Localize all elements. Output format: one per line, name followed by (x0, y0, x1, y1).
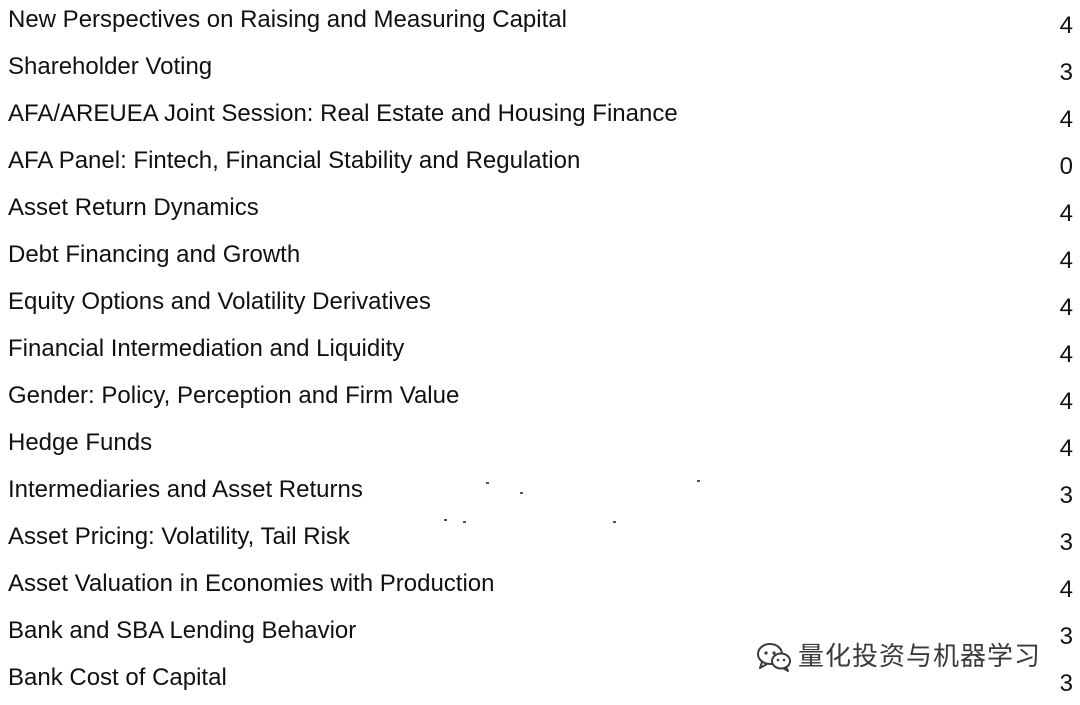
list-item: New Perspectives on Raising and Measurin… (0, 0, 1080, 47)
session-count: 3 (1059, 59, 1073, 86)
list-item: Bank Cost of Capital 3 (0, 658, 1080, 705)
list-item: AFA Panel: Fintech, Financial Stability … (0, 141, 1080, 188)
session-title: AFA Panel: Fintech, Financial Stability … (8, 147, 581, 174)
scan-speck (444, 519, 447, 521)
list-item: Shareholder Voting 3 (0, 47, 1080, 94)
session-count: 4 (1059, 576, 1073, 603)
session-count: 4 (1059, 341, 1073, 368)
session-count: 4 (1059, 12, 1073, 39)
list-item: Gender: Policy, Perception and Firm Valu… (0, 376, 1080, 423)
list-item: Hedge Funds 4 (0, 423, 1080, 470)
session-title: Shareholder Voting (8, 53, 213, 80)
session-count: 3 (1059, 623, 1073, 650)
watermark: 量化投资与机器学习 (756, 637, 1041, 677)
list-item: Bank and SBA Lending Behavior 3 (0, 611, 1080, 658)
list-item: Debt Financing and Growth 4 (0, 235, 1080, 282)
list-item: Intermediaries and Asset Returns 3 (0, 470, 1080, 517)
wechat-icon (757, 643, 791, 672)
session-count: 0 (1059, 153, 1073, 180)
scan-speck (463, 521, 466, 523)
session-count: 4 (1059, 200, 1073, 227)
session-title: Equity Options and Volatility Derivative… (8, 288, 431, 315)
session-count: 3 (1059, 529, 1073, 556)
list-item: Asset Valuation in Economies with Produc… (0, 564, 1080, 611)
scan-speck (486, 482, 489, 484)
session-count: 4 (1059, 106, 1073, 133)
list-item: Equity Options and Volatility Derivative… (0, 282, 1080, 329)
session-count: 3 (1059, 482, 1073, 509)
scan-speck (697, 480, 700, 482)
session-title: Hedge Funds (8, 429, 153, 456)
session-title: Asset Pricing: Volatility, Tail Risk (8, 523, 350, 550)
session-title: AFA/AREUEA Joint Session: Real Estate an… (8, 100, 678, 127)
session-count: 4 (1059, 435, 1073, 462)
session-title: Asset Valuation in Economies with Produc… (8, 570, 495, 597)
session-title: Bank and SBA Lending Behavior (8, 617, 357, 644)
list-item: Asset Pricing: Volatility, Tail Risk 3 (0, 517, 1080, 564)
list-item: AFA/AREUEA Joint Session: Real Estate an… (0, 94, 1080, 141)
session-title: Financial Intermediation and Liquidity (8, 335, 405, 362)
session-title: Asset Return Dynamics (8, 194, 259, 221)
list-item: Financial Intermediation and Liquidity 4 (0, 329, 1080, 376)
session-title: New Perspectives on Raising and Measurin… (8, 6, 567, 33)
session-title: Debt Financing and Growth (8, 241, 301, 268)
session-count: 3 (1059, 670, 1073, 697)
scan-speck (520, 492, 523, 494)
list-item: Asset Return Dynamics 4 (0, 188, 1080, 235)
watermark-text: 量化投资与机器学习 (798, 642, 1042, 672)
session-count: 4 (1059, 388, 1073, 415)
session-count: 4 (1059, 247, 1073, 274)
session-count: 4 (1059, 294, 1073, 321)
session-title: Intermediaries and Asset Returns (8, 476, 363, 503)
session-title: Bank Cost of Capital (8, 664, 227, 691)
scan-speck (613, 521, 616, 523)
session-title: Gender: Policy, Perception and Firm Valu… (8, 382, 460, 409)
